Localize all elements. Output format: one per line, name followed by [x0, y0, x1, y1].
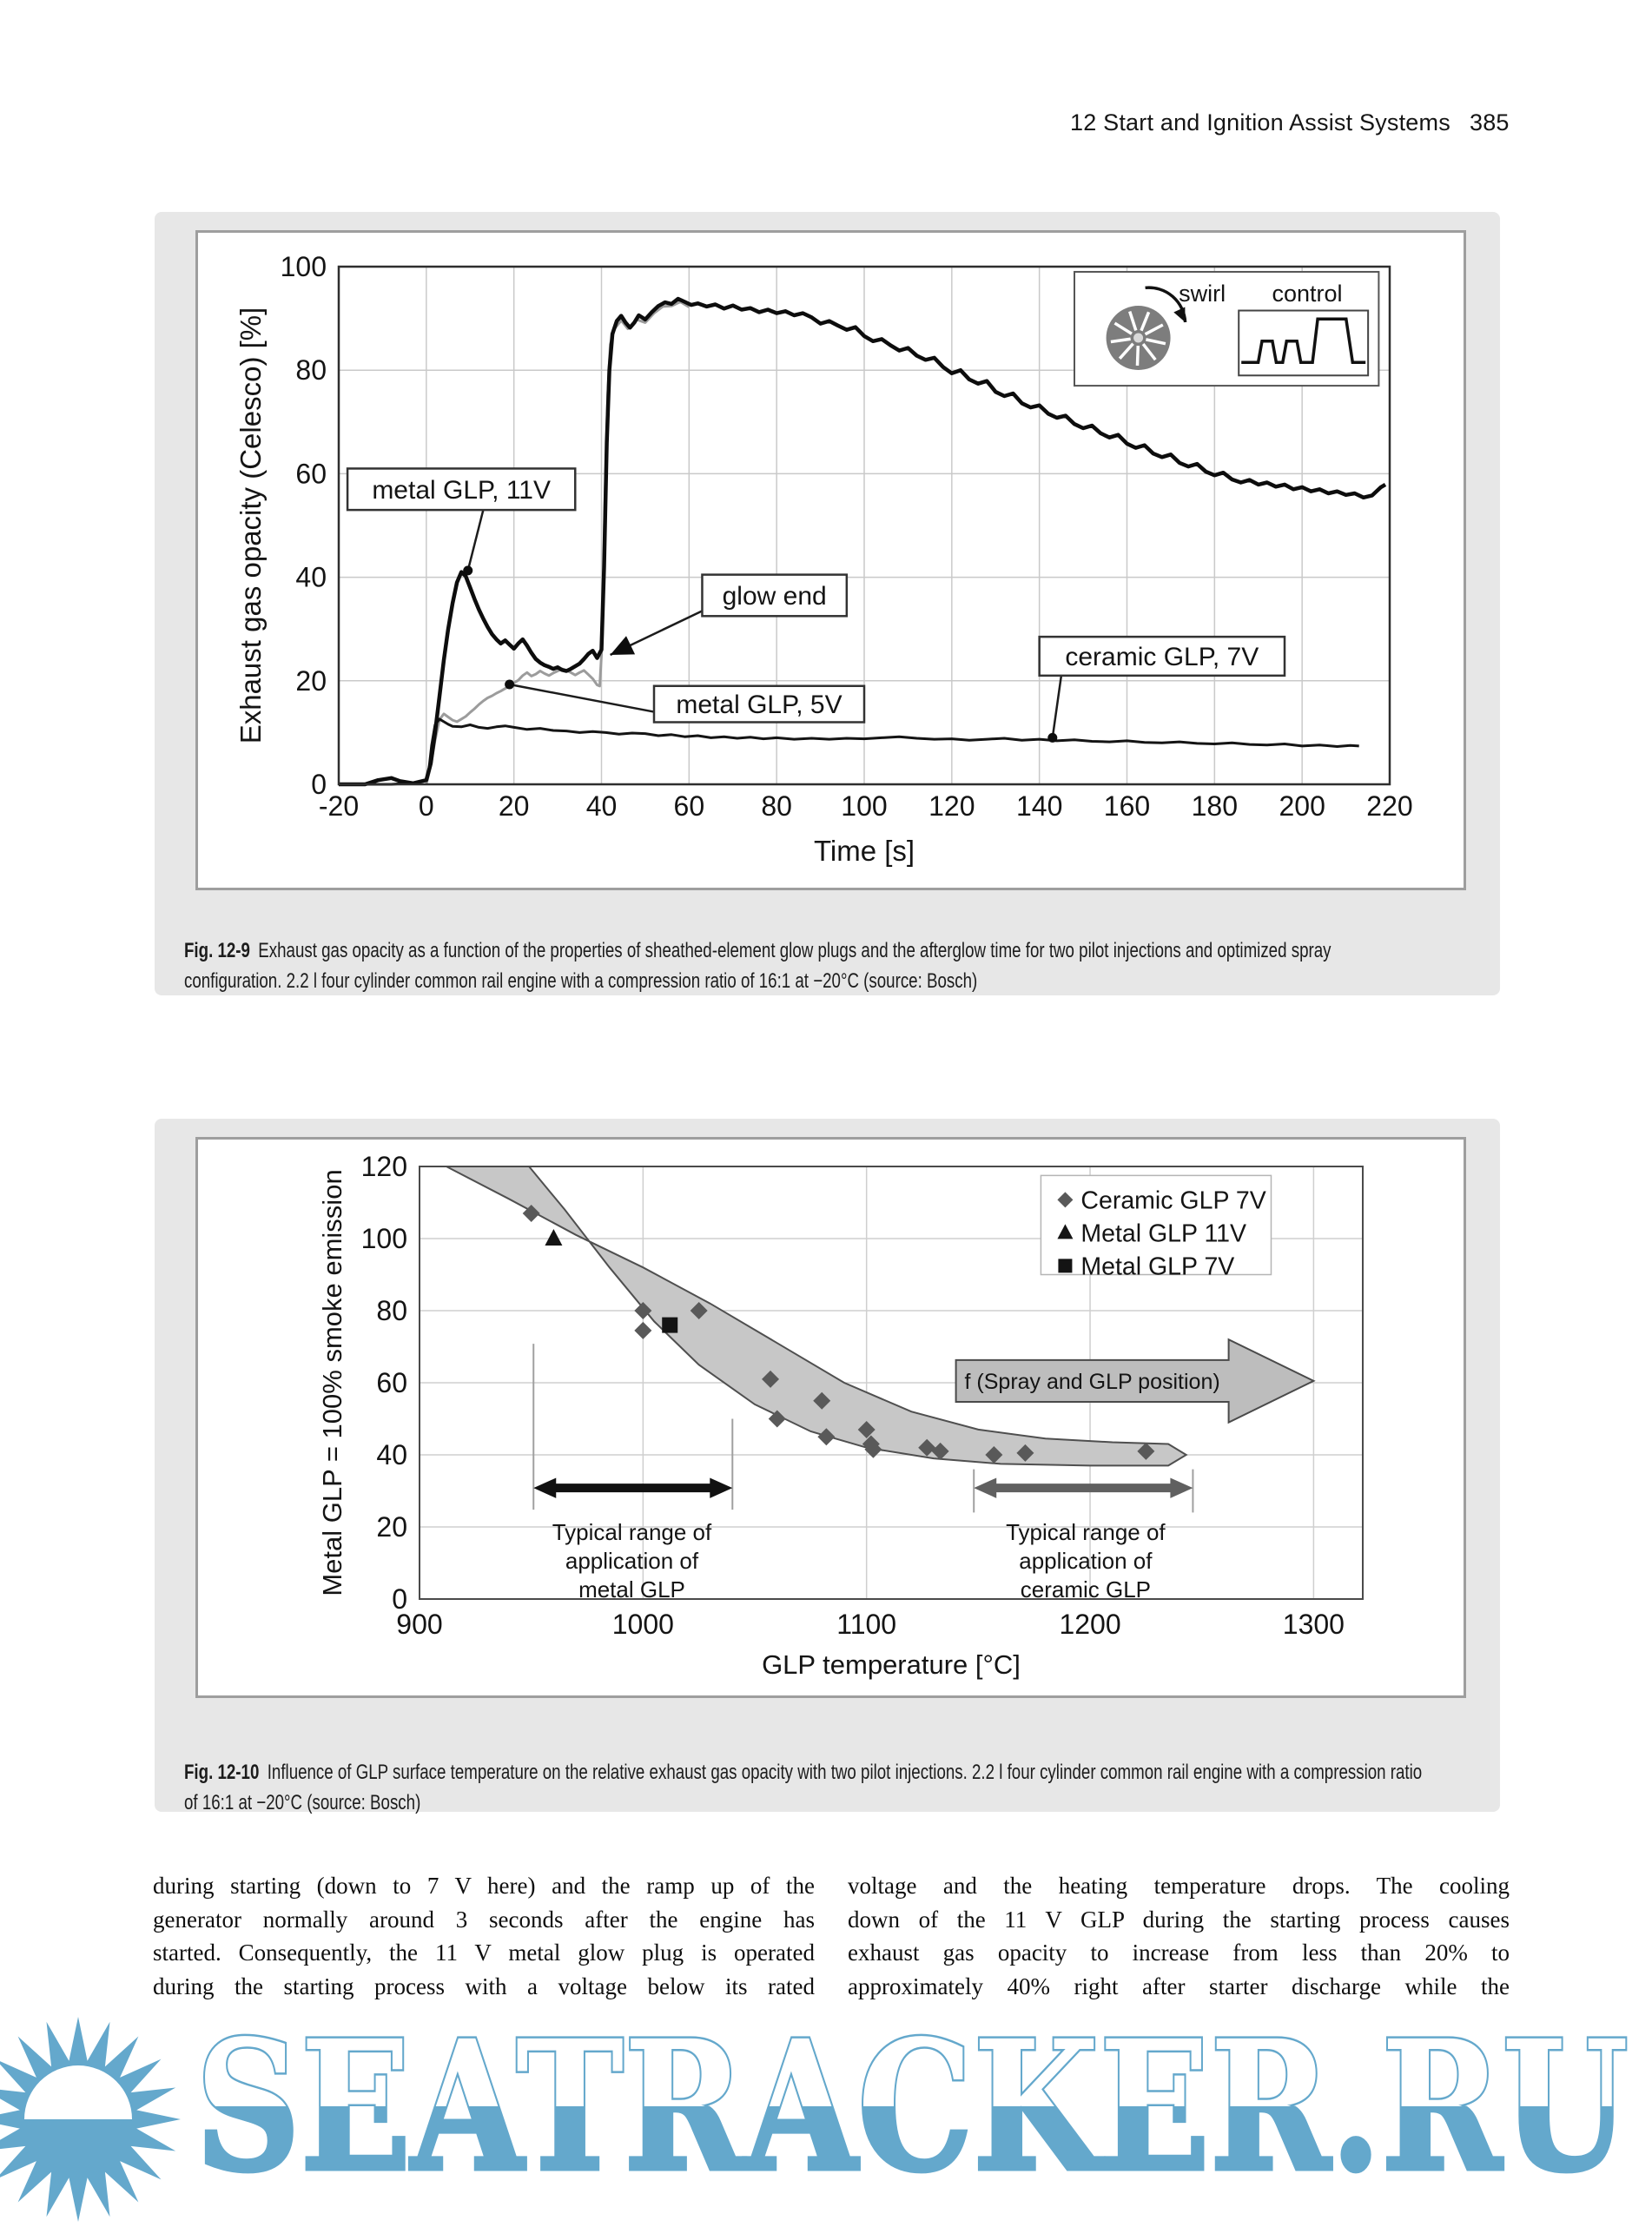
svg-text:ceramic GLP, 7V: ceramic GLP, 7V [1065, 643, 1259, 671]
svg-text:Metal GLP = 100% smoke emissio: Metal GLP = 100% smoke emission [317, 1169, 347, 1596]
svg-text:20: 20 [295, 665, 327, 697]
svg-text:60: 60 [674, 790, 705, 822]
caption-text-12-10: Influence of GLP surface temperature on … [184, 1761, 1423, 1814]
figure-caption-12-10: Fig. 12-10 Influence of GLP surface tempe… [184, 1727, 1423, 1818]
svg-text:Typical range of: Typical range of [552, 1519, 712, 1545]
figure-card-12-9: -20 0 20 40 60 80 100 120 140 160 180 200 220 0 20 40 60… [155, 212, 1500, 995]
header-page-number: 385 [1470, 109, 1510, 135]
series-ceramic-glp-7v [339, 717, 1359, 786]
annotation-box [346, 467, 577, 512]
svg-text:0: 0 [392, 1583, 407, 1615]
watermark-graphic: SEATRACKER.RU SEATRACKER.RU [0, 1999, 1631, 2222]
gridlines [420, 1166, 1363, 1599]
svg-text:20: 20 [376, 1511, 407, 1543]
svg-text:glow end: glow end [723, 582, 827, 611]
svg-text:metal GLP, 5V: metal GLP, 5V [676, 691, 842, 719]
svg-text:1300: 1300 [1283, 1609, 1345, 1640]
svg-text:180: 180 [1192, 790, 1238, 822]
svg-text:1000: 1000 [612, 1609, 674, 1640]
legend-label: Metal GLP 11V [1080, 1219, 1246, 1247]
axis-titles: Time [s] Exhaust gas opacity (Celesco) [%… [235, 307, 915, 867]
plot-frame [337, 265, 1391, 786]
figure-panel-12-9: -20 0 20 40 60 80 100 120 140 160 180 200 220 0 20 40 60… [198, 233, 1464, 888]
caption-text-12-9: Exhaust gas opacity as a function of the… [184, 939, 1332, 993]
swirl-label: swirl [1179, 281, 1226, 307]
svg-text:60: 60 [376, 1367, 407, 1398]
spray-position-label: f (Spray and GLP position) [965, 1370, 1220, 1394]
svg-text:220: 220 [1366, 790, 1412, 822]
axis-titles: GLP temperature [°C] Metal GLP = 100% smo… [317, 1169, 1021, 1680]
svg-text:80: 80 [376, 1295, 407, 1326]
caption-label-12-10: Fig. 12-10 [184, 1761, 260, 1784]
legend-label: Ceramic GLP 7V [1080, 1186, 1265, 1214]
svg-text:100: 100 [841, 790, 887, 822]
svg-text:120: 120 [928, 790, 975, 822]
svg-text:application of: application of [565, 1548, 699, 1574]
exhaust-gas-opacity-chart: -20 0 20 40 60 80 100 120 140 160 180 200 2200204060… [235, 251, 1413, 867]
svg-text:GLP temperature [°C]: GLP temperature [°C] [762, 1649, 1021, 1680]
series-ceramic-glp-7v [522, 1204, 1155, 1464]
axis-ticks: -20 0 20 40 60 80 100 120 140 160 180 200 2200204060… [281, 251, 1413, 822]
header-chapter-title: 12 Start and Ignition Assist Systems [1070, 109, 1450, 135]
svg-text:1200: 1200 [1059, 1609, 1120, 1640]
control-signal-waveform [1241, 317, 1366, 365]
figure-card-12-10: Typical range of application of metal GLP T… [155, 1119, 1500, 1814]
annotation-box [652, 684, 866, 724]
svg-text:100: 100 [281, 251, 327, 282]
annotation-box [1038, 635, 1286, 677]
spray-position-arrow: f (Spray and GLP position) [955, 1338, 1316, 1424]
svg-text:40: 40 [586, 790, 618, 822]
body-column-left: during starting (down to 7 V here) and t… [153, 1873, 815, 1999]
svg-text:20: 20 [499, 790, 530, 822]
control-label: control [1272, 281, 1343, 307]
watermark-text-reflection: SEATRACKER.RU [195, 2006, 1629, 2211]
svg-text:100: 100 [361, 1223, 407, 1254]
caption-label-12-9: Fig. 12-9 [184, 939, 250, 962]
svg-text:application of: application of [1019, 1548, 1153, 1574]
figure-caption-12-9: Fig. 12-9 Exhaust gas opacity as a functi… [184, 905, 1423, 996]
legend-label: Metal GLP 7V [1080, 1252, 1234, 1280]
svg-text:900: 900 [396, 1609, 442, 1640]
figure-panel-12-10: Typical range of application of metal GLP T… [198, 1140, 1464, 1695]
annotation-box [701, 573, 849, 618]
svg-text:0: 0 [311, 769, 327, 800]
swirl-arrow-icon [1145, 286, 1187, 323]
swirl-fan-icon [1106, 306, 1171, 371]
svg-text:40: 40 [376, 1439, 407, 1470]
svg-text:200: 200 [1279, 790, 1325, 822]
svg-text:40: 40 [295, 562, 327, 593]
svg-text:140: 140 [1016, 790, 1062, 822]
annotations: metal GLP, 11V glow end metal GLP, 5V ceram… [346, 467, 1286, 743]
svg-text:0: 0 [419, 790, 434, 822]
svg-text:1100: 1100 [836, 1609, 896, 1640]
plot-frame [419, 1166, 1364, 1600]
legend: Ceramic GLP 7V Metal GLP 11V Metal GLP 7V [1040, 1174, 1272, 1280]
svg-text:80: 80 [295, 354, 327, 386]
series-metal-glp-11v [339, 296, 1387, 787]
svg-text:Typical range of: Typical range of [1006, 1519, 1166, 1545]
series-metal-glp-11v [545, 1229, 563, 1246]
trend-band [446, 1166, 1188, 1467]
svg-text:Time [s]: Time [s] [814, 835, 915, 867]
data-series [339, 296, 1387, 787]
watermark: SEATRACKER.RU SEATRACKER.RU [0, 1999, 1652, 2227]
body-column-right: voltage and the heating temperature drop… [848, 1873, 1510, 1999]
axis-ticks: 900 1000 1100 1200 1300 0 20 40 60 80 100 120 [361, 1151, 1345, 1640]
svg-text:-20: -20 [319, 790, 359, 822]
svg-text:60: 60 [295, 458, 327, 489]
watermark-text: SEATRACKER.RU [195, 2006, 1629, 2211]
swirl-control-inset: swirl control [1074, 270, 1380, 387]
svg-text:Exhaust gas opacity (Celesco): Exhaust gas opacity (Celesco) [%] [235, 307, 267, 744]
sun-icon [0, 2017, 181, 2222]
svg-text:160: 160 [1104, 790, 1150, 822]
svg-text:80: 80 [761, 790, 792, 822]
svg-text:metal GLP, 11V: metal GLP, 11V [372, 476, 551, 505]
svg-text:120: 120 [361, 1151, 407, 1182]
series-metal-glp-7v [662, 1317, 678, 1333]
